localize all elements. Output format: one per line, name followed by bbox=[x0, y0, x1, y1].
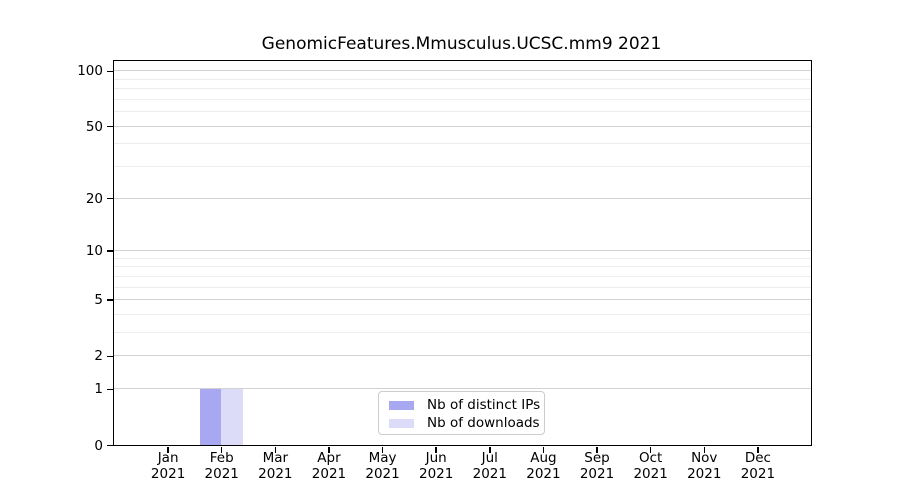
x-tick-label: Jul 2021 bbox=[458, 450, 522, 482]
x-tick-mark bbox=[167, 447, 169, 453]
y-tick-mark bbox=[107, 444, 113, 447]
x-tick-month: May bbox=[368, 450, 397, 466]
y-tick-label: 100 bbox=[77, 63, 103, 80]
x-tick-year: 2021 bbox=[472, 465, 507, 482]
x-tick-mark bbox=[220, 447, 223, 453]
x-tick-label: Nov 2021 bbox=[672, 450, 736, 482]
x-tick-label: Sep 2021 bbox=[565, 450, 629, 482]
x-tick-year: 2021 bbox=[740, 465, 776, 482]
minor-gridline bbox=[114, 143, 811, 145]
x-tick-month: Jan bbox=[157, 450, 179, 466]
x-tick-mark bbox=[489, 447, 491, 453]
legend-row: Nb of distinct IPs bbox=[389, 396, 544, 414]
major-gridline bbox=[114, 355, 811, 357]
x-tick-month: Jun bbox=[425, 450, 447, 466]
y-tick-mark bbox=[107, 250, 113, 252]
minor-gridline bbox=[114, 88, 811, 90]
x-tick-year: 2021 bbox=[150, 465, 186, 482]
x-tick-year: 2021 bbox=[258, 465, 293, 482]
x-tick-label: Aug 2021 bbox=[511, 450, 575, 482]
x-tick-year: 2021 bbox=[526, 465, 561, 482]
x-tick-label: Jun 2021 bbox=[404, 450, 468, 482]
distinct-ips-bar bbox=[199, 388, 222, 445]
y-tick-mark bbox=[107, 355, 113, 358]
y-tick-mark bbox=[107, 125, 113, 128]
minor-gridline bbox=[114, 78, 811, 80]
y-tick-mark bbox=[107, 299, 113, 301]
x-tick-label: Dec 2021 bbox=[726, 450, 790, 482]
legend-label: Nb of downloads bbox=[427, 415, 540, 431]
y-tick-mark bbox=[107, 197, 113, 200]
legend-label: Nb of distinct IPs bbox=[427, 397, 541, 413]
legend: Nb of distinct IPs Nb of downloads bbox=[378, 391, 545, 435]
x-tick-mark bbox=[542, 447, 545, 453]
x-tick-year: 2021 bbox=[579, 465, 615, 482]
x-tick-year: 2021 bbox=[204, 465, 239, 482]
x-tick-mark bbox=[649, 447, 652, 453]
plot-area bbox=[113, 60, 812, 446]
x-tick-year: 2021 bbox=[311, 465, 347, 482]
chart-title: GenomicFeatures.Mmusculus.UCSC.mm9 2021 bbox=[261, 34, 662, 54]
x-tick-mark bbox=[596, 447, 598, 453]
x-tick-month: Mar bbox=[262, 450, 289, 466]
major-gridline bbox=[114, 197, 811, 199]
minor-gridline bbox=[114, 111, 811, 113]
minor-gridline bbox=[114, 275, 811, 277]
major-gridline bbox=[114, 250, 811, 252]
x-tick-year: 2021 bbox=[419, 465, 454, 482]
x-tick-month: Aug bbox=[530, 450, 557, 466]
y-tick-label: 0 bbox=[94, 437, 103, 454]
x-tick-label: May 2021 bbox=[351, 450, 415, 482]
x-tick-month: Oct bbox=[638, 450, 663, 466]
legend-swatch bbox=[389, 418, 414, 428]
x-tick-month: Jul bbox=[481, 450, 498, 466]
x-tick-mark bbox=[435, 447, 437, 453]
x-tick-label: Oct 2021 bbox=[619, 450, 683, 482]
y-tick-label: 5 bbox=[94, 292, 103, 309]
y-tick-mark bbox=[107, 70, 113, 73]
x-tick-mark bbox=[274, 447, 277, 453]
y-tick-label: 10 bbox=[85, 243, 103, 260]
x-tick-label: Mar 2021 bbox=[243, 450, 307, 482]
y-tick-label: 2 bbox=[94, 348, 103, 365]
y-tick-label: 20 bbox=[85, 190, 103, 207]
x-tick-month: Feb bbox=[209, 450, 234, 466]
major-gridline bbox=[114, 388, 811, 390]
y-tick-label: 50 bbox=[85, 118, 103, 135]
x-tick-month: Nov bbox=[691, 450, 718, 466]
y-tick-label: 1 bbox=[94, 381, 103, 398]
x-tick-mark bbox=[381, 447, 384, 453]
y-tick-mark bbox=[107, 388, 113, 391]
x-tick-label: Apr 2021 bbox=[297, 450, 361, 482]
x-tick-year: 2021 bbox=[687, 465, 722, 482]
x-tick-year: 2021 bbox=[633, 465, 668, 482]
minor-gridline bbox=[114, 98, 811, 100]
minor-gridline bbox=[114, 314, 811, 315]
major-gridline bbox=[114, 299, 811, 301]
x-tick-year: 2021 bbox=[365, 465, 400, 482]
minor-gridline bbox=[114, 286, 811, 288]
minor-gridline bbox=[114, 166, 811, 168]
x-tick-month: Sep bbox=[584, 450, 610, 466]
legend-swatch bbox=[389, 400, 414, 410]
x-tick-month: Apr bbox=[317, 450, 341, 466]
x-tick-mark bbox=[328, 447, 330, 453]
major-gridline bbox=[114, 125, 811, 127]
legend-row: Nb of downloads bbox=[389, 414, 544, 432]
x-tick-month: Dec bbox=[744, 450, 771, 466]
x-tick-label: Feb 2021 bbox=[190, 450, 254, 482]
x-tick-mark bbox=[703, 447, 706, 453]
major-gridline bbox=[114, 70, 811, 72]
minor-gridline bbox=[114, 257, 811, 259]
x-tick-label: Jan 2021 bbox=[136, 450, 200, 482]
downloads-bar bbox=[221, 388, 243, 445]
x-tick-mark bbox=[757, 447, 759, 453]
minor-gridline bbox=[114, 332, 811, 334]
minor-gridline bbox=[114, 266, 811, 268]
